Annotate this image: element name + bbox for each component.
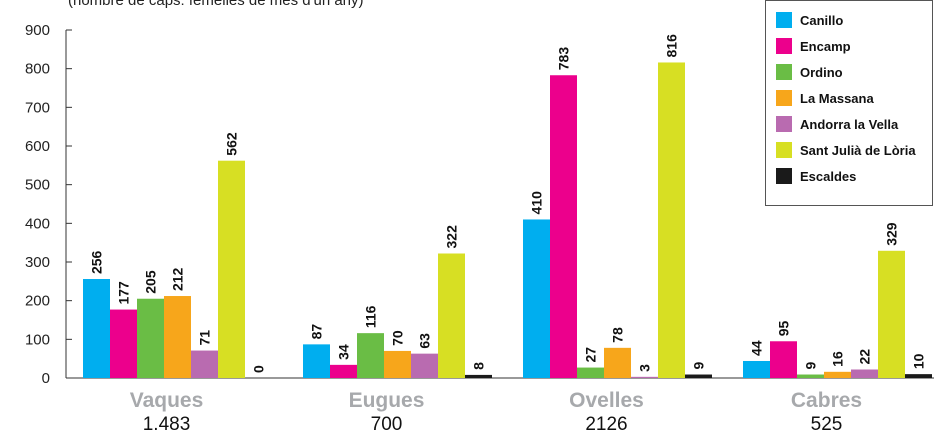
bar — [218, 160, 245, 378]
legend-label: Andorra la Vella — [800, 116, 899, 132]
y-tick-label: 700 — [25, 99, 50, 116]
bar-value-label: 9 — [691, 362, 707, 370]
category-label: Ovelles — [569, 389, 644, 412]
bar-value-label: 71 — [197, 330, 213, 346]
chart-subtitle: (nombre de caps: femelles de més d'un an… — [68, 0, 364, 9]
y-tick-label: 100 — [25, 331, 50, 348]
bar — [797, 374, 824, 378]
y-tick-label: 600 — [25, 138, 50, 155]
bar — [658, 62, 685, 378]
bar-value-label: 9 — [803, 362, 819, 370]
bar-value-label: 562 — [224, 132, 240, 156]
y-tick-label: 900 — [25, 22, 50, 39]
bar-value-label: 44 — [749, 340, 765, 356]
bar-value-label: 87 — [309, 324, 325, 340]
bar-value-label: 256 — [89, 250, 105, 274]
bar-value-label: 212 — [170, 267, 186, 291]
legend-item: Encamp — [776, 37, 851, 55]
legend-item: Canillo — [776, 11, 843, 29]
bar-value-label: 34 — [336, 344, 352, 360]
bar — [685, 374, 712, 378]
legend-item: Sant Julià de Lòria — [776, 141, 916, 159]
legend-label: Encamp — [800, 38, 851, 54]
bar — [577, 367, 604, 378]
bar — [438, 253, 465, 378]
y-tick-label: 500 — [25, 177, 50, 194]
bar — [384, 350, 411, 378]
chart-legend: Canillo Encamp Ordino La Massana Andorra la … — [765, 0, 933, 206]
bar — [357, 333, 384, 378]
y-tick-label: 200 — [25, 293, 50, 310]
legend-item: Ordino — [776, 63, 843, 81]
bar-value-label: 78 — [610, 327, 626, 343]
legend-item: Escaldes — [776, 167, 856, 185]
bar-value-label: 27 — [583, 347, 599, 363]
bar — [191, 350, 218, 378]
bar-value-label: 8 — [471, 362, 487, 370]
legend-item: La Massana — [776, 89, 874, 107]
legend-swatch — [776, 64, 792, 80]
bar-value-label: 322 — [444, 225, 460, 249]
category-total-label: 525 — [811, 414, 843, 435]
bar — [110, 309, 137, 378]
category-label: Cabres — [791, 389, 862, 412]
bar-value-label: 22 — [857, 349, 873, 365]
bar — [523, 219, 550, 378]
bar — [631, 376, 658, 378]
legend-item: Andorra la Vella — [776, 115, 898, 133]
legend-swatch — [776, 116, 792, 132]
category-label: Eugues — [349, 389, 425, 412]
bar-value-label: 70 — [390, 330, 406, 346]
bar — [303, 344, 330, 378]
bar — [743, 360, 770, 378]
bar-value-label: 10 — [911, 353, 927, 369]
bar-value-label: 177 — [116, 281, 132, 305]
legend-swatch — [776, 142, 792, 158]
category-total-label: 1.483 — [143, 414, 191, 435]
bar — [411, 353, 438, 378]
legend-label: Sant Julià de Lòria — [800, 142, 916, 158]
bar-value-label: 63 — [417, 333, 433, 349]
bar — [137, 298, 164, 378]
legend-label: Escaldes — [800, 168, 857, 184]
bar — [83, 279, 110, 378]
legend-label: Ordino — [800, 64, 843, 80]
legend-label: Canillo — [800, 12, 844, 28]
bar — [330, 364, 357, 378]
bar — [604, 347, 631, 378]
y-tick-label: 300 — [25, 254, 50, 271]
legend-swatch — [776, 12, 792, 28]
bar — [164, 296, 191, 378]
bar — [878, 250, 905, 378]
bar-value-label: 116 — [363, 305, 379, 328]
bar-value-label: 95 — [776, 320, 792, 336]
category-total-label: 700 — [371, 414, 403, 435]
legend-swatch — [776, 168, 792, 184]
bar-value-label: 0 — [251, 365, 267, 373]
legend-label: La Massana — [800, 90, 874, 106]
legend-swatch — [776, 38, 792, 54]
bar-value-label: 816 — [664, 34, 680, 58]
bar — [465, 374, 492, 378]
category-total-label: 2126 — [585, 414, 627, 435]
bar-value-label: 329 — [884, 222, 900, 246]
bar-value-label: 410 — [529, 191, 545, 215]
bar-value-label: 783 — [556, 47, 572, 71]
bar-value-label: 3 — [637, 364, 653, 372]
bar-value-label: 16 — [830, 351, 846, 367]
y-tick-label: 0 — [42, 370, 50, 387]
bar — [550, 75, 577, 379]
bar-value-label: 205 — [143, 270, 159, 294]
y-tick-label: 800 — [25, 61, 50, 78]
bar — [824, 371, 851, 378]
category-label: Vaques — [130, 389, 204, 412]
bar — [905, 374, 932, 378]
bar — [770, 341, 797, 378]
legend-swatch — [776, 90, 792, 106]
bar — [851, 369, 878, 378]
y-tick-label: 400 — [25, 215, 50, 232]
